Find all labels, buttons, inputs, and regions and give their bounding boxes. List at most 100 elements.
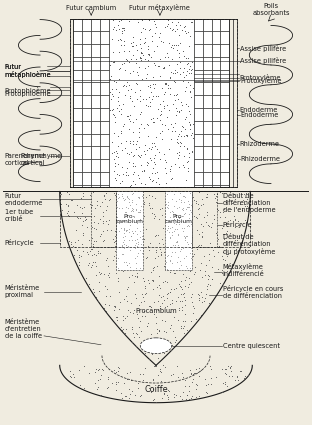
Point bbox=[109, 139, 114, 146]
Point bbox=[171, 100, 176, 107]
Point bbox=[181, 317, 186, 324]
Point bbox=[134, 201, 139, 208]
Point bbox=[124, 258, 129, 264]
Bar bbox=[220, 108, 229, 121]
Point bbox=[205, 191, 210, 198]
Point bbox=[235, 237, 240, 244]
Point bbox=[136, 195, 141, 202]
Point bbox=[200, 298, 205, 305]
Point bbox=[222, 214, 227, 221]
Point bbox=[171, 92, 176, 99]
Point bbox=[107, 216, 112, 223]
Point bbox=[221, 280, 226, 287]
Point bbox=[165, 266, 170, 272]
Point bbox=[144, 75, 149, 82]
Point bbox=[152, 152, 157, 159]
Point bbox=[127, 92, 132, 99]
Point bbox=[190, 59, 195, 66]
Point bbox=[148, 239, 153, 246]
Point bbox=[139, 49, 144, 56]
Point bbox=[134, 240, 139, 246]
Point bbox=[200, 232, 205, 239]
Point bbox=[204, 208, 209, 215]
Point bbox=[160, 300, 165, 306]
Point bbox=[158, 101, 163, 108]
Point bbox=[140, 17, 145, 23]
Point bbox=[182, 116, 187, 122]
Point bbox=[124, 298, 129, 304]
Point bbox=[182, 224, 187, 231]
Point bbox=[151, 263, 156, 270]
Point bbox=[158, 293, 163, 300]
Point bbox=[129, 218, 134, 225]
Point bbox=[80, 192, 85, 199]
Point bbox=[142, 201, 147, 207]
Point bbox=[179, 221, 184, 228]
Point bbox=[172, 42, 177, 48]
Point bbox=[87, 248, 92, 255]
Point bbox=[133, 391, 138, 398]
Point bbox=[142, 40, 147, 47]
Point bbox=[194, 382, 199, 388]
Point bbox=[71, 243, 76, 249]
Point bbox=[76, 252, 81, 258]
Point bbox=[158, 206, 163, 213]
Point bbox=[121, 82, 126, 88]
Point bbox=[112, 163, 117, 170]
Point bbox=[178, 284, 183, 291]
Point bbox=[135, 385, 140, 392]
Point bbox=[194, 227, 199, 233]
Point bbox=[164, 191, 169, 198]
Point bbox=[158, 246, 163, 253]
Text: Rhizoderme: Rhizoderme bbox=[241, 156, 280, 162]
Point bbox=[188, 294, 193, 300]
Point bbox=[151, 17, 156, 24]
Point bbox=[130, 251, 135, 258]
Point bbox=[174, 91, 179, 98]
Point bbox=[139, 299, 144, 306]
Point bbox=[141, 25, 146, 32]
Point bbox=[185, 265, 190, 272]
Point bbox=[157, 112, 162, 119]
Point bbox=[186, 198, 191, 204]
Point bbox=[188, 189, 193, 196]
Point bbox=[117, 89, 122, 96]
Point bbox=[190, 130, 195, 137]
Point bbox=[134, 295, 139, 301]
Point bbox=[154, 169, 159, 176]
Point bbox=[183, 395, 188, 402]
Point bbox=[181, 205, 186, 212]
Point bbox=[143, 291, 148, 298]
Point bbox=[186, 280, 191, 287]
Point bbox=[186, 283, 191, 290]
Point bbox=[116, 161, 121, 168]
Point bbox=[172, 220, 177, 227]
Point bbox=[107, 196, 112, 203]
Point bbox=[130, 119, 135, 125]
Point bbox=[119, 128, 124, 135]
Point bbox=[215, 236, 220, 243]
Point bbox=[106, 269, 111, 276]
Point bbox=[188, 126, 193, 133]
Point bbox=[179, 323, 184, 329]
Point bbox=[142, 307, 147, 314]
Point bbox=[185, 164, 190, 171]
Point bbox=[130, 191, 135, 198]
Point bbox=[168, 214, 173, 221]
Point bbox=[182, 311, 187, 318]
Point bbox=[150, 193, 155, 200]
Point bbox=[116, 49, 121, 56]
Point bbox=[116, 219, 121, 226]
Point bbox=[156, 328, 161, 334]
Point bbox=[100, 198, 105, 205]
Point bbox=[190, 310, 195, 317]
Point bbox=[128, 300, 133, 307]
Bar bbox=[91, 159, 100, 172]
Point bbox=[196, 205, 201, 212]
Point bbox=[132, 236, 137, 243]
Point bbox=[182, 163, 187, 170]
Point bbox=[68, 239, 73, 246]
Bar bbox=[100, 121, 109, 133]
Point bbox=[119, 192, 124, 199]
Point bbox=[112, 247, 117, 254]
